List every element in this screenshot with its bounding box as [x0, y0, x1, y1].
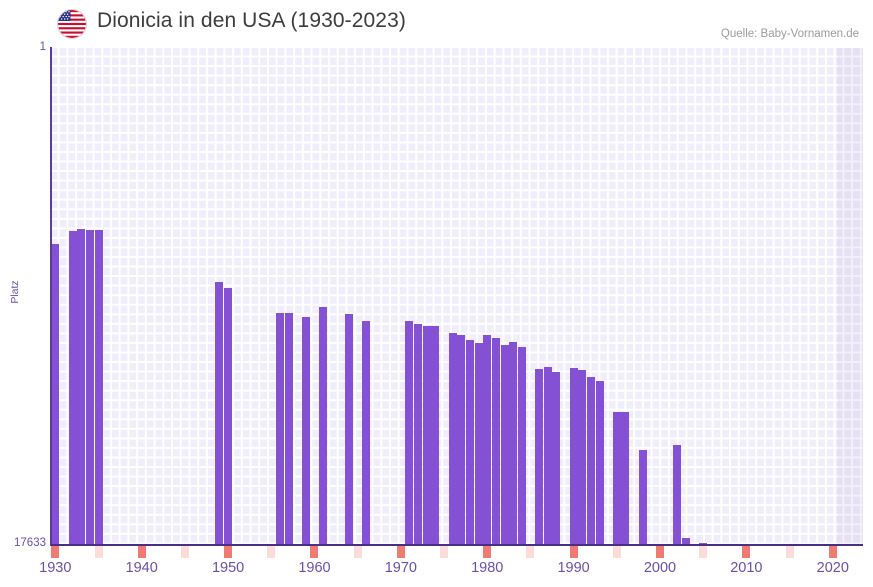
x-tick-label: 1960	[298, 560, 331, 576]
y-axis-title: Platz	[9, 280, 21, 304]
bar[interactable]	[465, 339, 474, 545]
x-axis-line	[51, 544, 863, 546]
bar[interactable]	[578, 370, 587, 545]
bar[interactable]	[414, 323, 423, 545]
bar[interactable]	[215, 281, 224, 545]
x-tick-major	[51, 546, 60, 558]
bar[interactable]	[224, 288, 233, 545]
x-tick-minor	[353, 546, 362, 558]
x-tick-minor	[94, 546, 103, 558]
x-tick-label: 1950	[211, 560, 245, 576]
us-flag-icon	[58, 10, 86, 38]
bar[interactable]	[405, 320, 414, 545]
x-tick-label: 1990	[557, 560, 590, 576]
x-tick-major	[224, 546, 233, 558]
x-tick-major	[310, 546, 319, 558]
bar[interactable]	[77, 228, 86, 545]
bar[interactable]	[621, 411, 630, 545]
x-tick-label: 1970	[384, 560, 417, 576]
x-tick-minor	[785, 546, 794, 558]
bar[interactable]	[673, 445, 682, 545]
bar[interactable]	[483, 334, 492, 545]
bar[interactable]	[474, 343, 483, 545]
x-tick-label: 2020	[816, 560, 849, 576]
bar[interactable]	[535, 369, 544, 545]
future-shaded-region	[837, 48, 863, 545]
bar[interactable]	[552, 372, 561, 545]
bar[interactable]	[569, 368, 578, 545]
page-title: Dionicia in den USA (1930-2023)	[97, 9, 406, 32]
bar[interactable]	[319, 307, 328, 545]
bar[interactable]	[68, 231, 77, 545]
x-tick-label: 1940	[125, 560, 158, 576]
x-tick-minor	[440, 546, 449, 558]
y-axis-bottom-label: 17633	[14, 537, 46, 549]
bar[interactable]	[586, 376, 595, 545]
source-note: Quelle: Baby-Vornamen.de	[720, 28, 859, 40]
bar[interactable]	[491, 337, 500, 545]
bar[interactable]	[431, 326, 440, 545]
x-tick-major	[828, 546, 837, 558]
bar[interactable]	[94, 230, 103, 545]
bar[interactable]	[422, 326, 431, 545]
x-tick-minor	[612, 546, 621, 558]
bar[interactable]	[448, 332, 457, 545]
x-tick-minor	[267, 546, 276, 558]
y-axis-top-label: 1	[39, 41, 46, 53]
x-tick-major	[742, 546, 751, 558]
bar[interactable]	[543, 367, 552, 545]
bar[interactable]	[681, 537, 690, 545]
bar[interactable]	[509, 342, 518, 545]
chart-header: Dionicia in den USA (1930-2023) Quelle: …	[0, 0, 873, 46]
bar[interactable]	[51, 243, 60, 545]
x-tick-label: 1980	[471, 560, 504, 576]
x-tick-major	[396, 546, 405, 558]
bar[interactable]	[457, 335, 466, 545]
bar[interactable]	[275, 312, 284, 545]
x-tick-label: 2000	[643, 560, 677, 576]
plot-area	[51, 48, 863, 545]
x-tick-major	[656, 546, 664, 558]
x-tick-major	[483, 546, 492, 558]
x-tick-label: 2010	[730, 560, 763, 576]
bar[interactable]	[301, 316, 310, 545]
bar[interactable]	[517, 346, 526, 545]
x-axis-labels: 1930 1940 1950 1960 1970 1980 1990 2000 2010 2020	[39, 560, 863, 584]
x-tick-minor	[526, 546, 535, 558]
bar[interactable]	[595, 380, 604, 545]
bar[interactable]	[638, 449, 647, 545]
bar[interactable]	[500, 345, 509, 545]
bar[interactable]	[362, 320, 371, 545]
bar[interactable]	[345, 314, 354, 545]
x-tick-label: 1930	[39, 560, 72, 576]
x-axis-tick-marks	[51, 546, 863, 558]
x-tick-minor	[180, 546, 189, 558]
bar[interactable]	[85, 229, 94, 545]
y-axis-line	[50, 47, 52, 546]
x-tick-minor	[699, 546, 708, 558]
x-tick-major	[569, 546, 578, 558]
bar[interactable]	[612, 411, 621, 545]
x-tick-major	[137, 546, 146, 558]
bar[interactable]	[284, 312, 293, 545]
